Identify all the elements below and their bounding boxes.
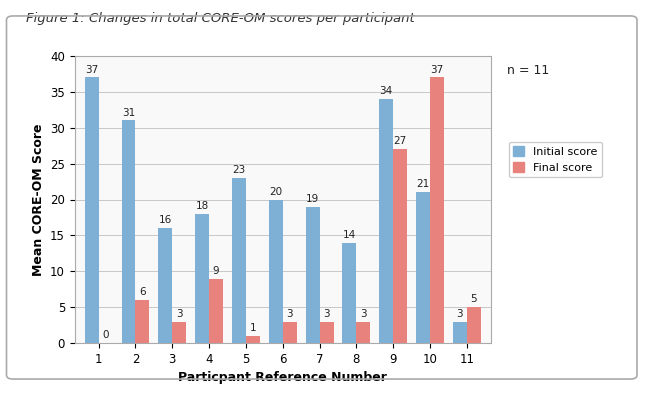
Text: 20: 20 <box>269 187 282 197</box>
Text: 16: 16 <box>159 215 172 225</box>
Bar <box>135 300 150 343</box>
Text: 18: 18 <box>196 201 209 211</box>
Text: 3: 3 <box>176 309 183 319</box>
Text: 37: 37 <box>430 65 444 75</box>
Y-axis label: Mean CORE-OM Score: Mean CORE-OM Score <box>32 123 45 276</box>
Bar <box>320 322 333 343</box>
Bar <box>209 279 223 343</box>
Text: Figure 1: Changes in total CORE-OM scores per participant: Figure 1: Changes in total CORE-OM score… <box>26 12 415 25</box>
X-axis label: Particpant Reference Number: Particpant Reference Number <box>178 371 387 384</box>
Text: 37: 37 <box>85 65 98 75</box>
Text: 23: 23 <box>232 165 246 175</box>
Bar <box>356 322 370 343</box>
Bar <box>172 322 187 343</box>
Bar <box>453 322 467 343</box>
Text: 14: 14 <box>343 230 356 240</box>
Bar <box>159 228 172 343</box>
Text: 34: 34 <box>380 86 393 96</box>
Text: 3: 3 <box>360 309 367 319</box>
Bar <box>246 336 260 343</box>
Bar <box>379 99 393 343</box>
Bar <box>343 243 356 343</box>
Bar <box>232 178 246 343</box>
Text: 6: 6 <box>139 287 146 297</box>
Bar <box>283 322 297 343</box>
Text: n = 11: n = 11 <box>508 65 550 77</box>
Bar <box>430 77 444 343</box>
Bar <box>268 200 283 343</box>
Bar <box>416 192 430 343</box>
Text: 31: 31 <box>122 108 135 118</box>
Text: 3: 3 <box>287 309 293 319</box>
Bar <box>84 77 99 343</box>
Text: 21: 21 <box>417 180 430 190</box>
Text: 27: 27 <box>393 136 407 146</box>
Text: 19: 19 <box>306 194 319 204</box>
Bar <box>393 149 407 343</box>
Bar <box>467 307 481 343</box>
Bar <box>122 120 135 343</box>
Text: 9: 9 <box>213 266 220 276</box>
Text: 1: 1 <box>250 323 256 333</box>
Text: 3: 3 <box>323 309 330 319</box>
Bar <box>195 214 209 343</box>
Text: 0: 0 <box>103 330 109 340</box>
Text: 5: 5 <box>471 294 477 304</box>
Bar <box>306 207 320 343</box>
Text: 3: 3 <box>456 309 463 319</box>
Legend: Initial score, Final score: Initial score, Final score <box>509 142 602 177</box>
